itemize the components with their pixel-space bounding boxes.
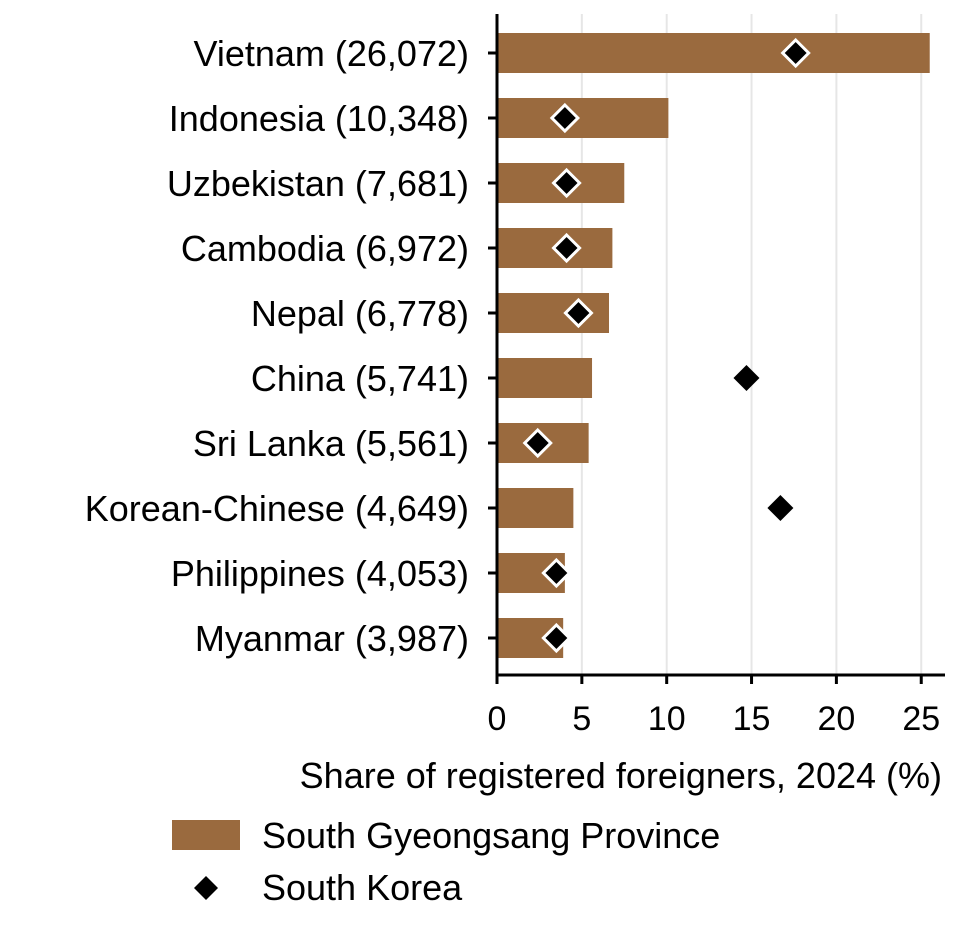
legend-label-bar: South Gyeongsang Province (262, 815, 720, 856)
diamond-marker (780, 37, 811, 69)
x-ticks: 0 5 10 15 20 25 (488, 675, 940, 738)
diamond-marker (767, 495, 794, 521)
category-label: Vietnam (26,072) (193, 33, 469, 74)
x-tick-label: 25 (902, 700, 940, 738)
diamond-marker (541, 622, 572, 654)
legend-label-diamond: South Korea (262, 867, 463, 908)
legend-swatch-diamond (194, 876, 218, 900)
category-label: Philippines (4,053) (171, 553, 469, 594)
category-label: Myanmar (3,987) (195, 618, 469, 659)
bar (497, 33, 930, 73)
category-label: Cambodia (6,972) (181, 228, 469, 269)
x-tick-label: 0 (488, 700, 507, 738)
category-label: Indonesia (10,348) (169, 98, 469, 139)
diamond-marker (551, 232, 582, 264)
diamond-marker (733, 365, 760, 391)
x-tick-label: 5 (572, 700, 591, 738)
category-label: Sri Lanka (5,561) (193, 423, 469, 464)
x-tick-label: 15 (733, 700, 771, 738)
x-axis-title: Share of registered foreigners, 2024 (%) (300, 755, 942, 796)
marker-series (522, 37, 811, 654)
axes (495, 14, 945, 677)
legend: South Gyeongsang Province South Korea (172, 815, 720, 908)
category-label: Nepal (6,778) (251, 293, 469, 334)
category-label: Korean-Chinese (4,649) (85, 488, 469, 529)
category-label: Uzbekistan (7,681) (167, 163, 469, 204)
bar (497, 98, 669, 138)
diamond-marker (551, 167, 582, 199)
diamond-marker (563, 297, 594, 329)
category-labels: Vietnam (26,072) Indonesia (10,348) Uzbeki… (85, 33, 497, 659)
bar (497, 358, 593, 398)
category-label: China (5,741) (251, 358, 469, 399)
x-tick-label: 20 (817, 700, 855, 738)
diamond-marker (549, 102, 581, 134)
bar (497, 488, 574, 528)
diamond-marker (541, 557, 572, 589)
x-tick-label: 10 (648, 700, 686, 738)
legend-swatch-bar (172, 820, 240, 850)
diamond-marker (522, 427, 553, 459)
